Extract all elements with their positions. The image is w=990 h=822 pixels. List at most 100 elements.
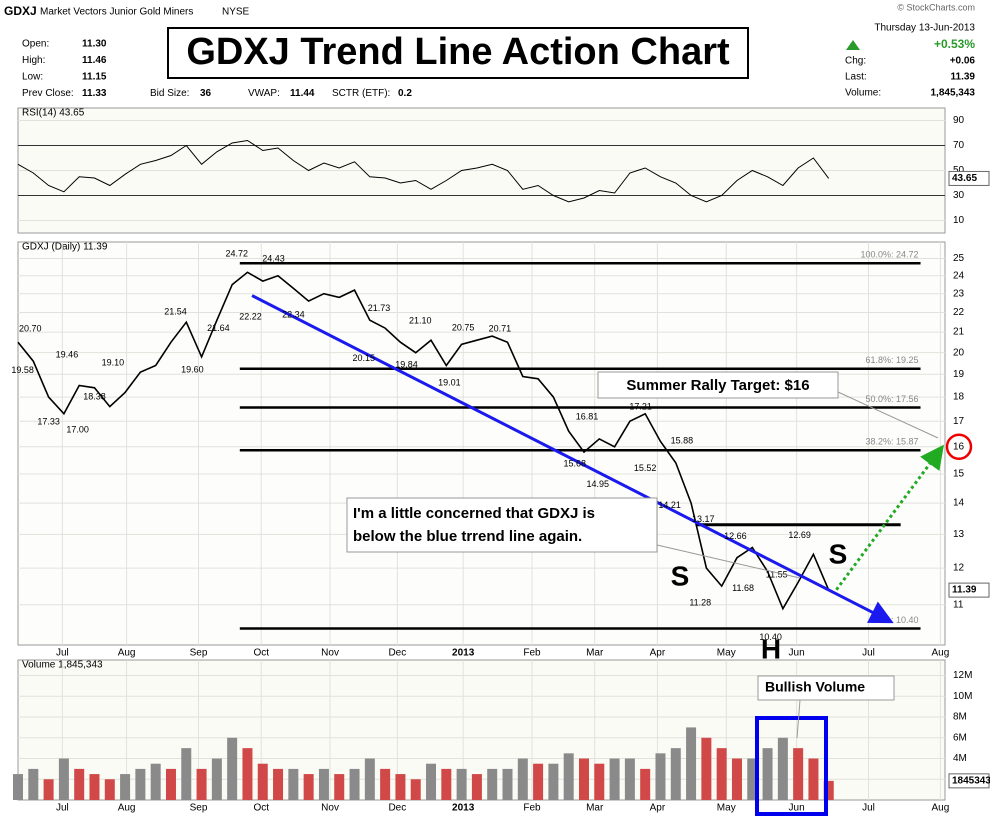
- x-tick-label: Aug: [118, 648, 136, 659]
- symbol: GDXJ: [4, 4, 37, 18]
- volume-bar: [609, 758, 620, 800]
- callout-text: Summer Rally Target: $16: [626, 377, 809, 394]
- line: [17, 139, 830, 203]
- y-tick-label: 19: [953, 369, 965, 380]
- x-tick-label: Apr: [650, 803, 666, 814]
- stat-value: 11.15: [82, 72, 107, 83]
- x-tick-label: Nov: [321, 803, 339, 814]
- y-tick-label: 4M: [953, 753, 967, 764]
- panel: [17, 241, 946, 646]
- fib-label: 38.2%: 15.87: [865, 437, 918, 447]
- y-tick-label: 8M: [953, 712, 967, 723]
- stat-label: SCTR (ETF):: [332, 88, 390, 99]
- volume-bar: [548, 763, 559, 800]
- high-label: 19.46: [56, 350, 79, 360]
- volume-bar: [395, 774, 406, 800]
- high-label: 13.17: [692, 514, 715, 524]
- low-label: 14.21: [658, 500, 681, 510]
- x-tick-label: Feb: [523, 803, 541, 814]
- x-tick-label: Jun: [789, 648, 805, 659]
- callout-box: [346, 497, 658, 553]
- volume-bar: [747, 758, 758, 800]
- y-tick-label: 14: [953, 498, 965, 509]
- volume-bar: [196, 768, 207, 800]
- y-tick-label: 30: [953, 190, 965, 201]
- stat-value: +0.06: [950, 56, 976, 67]
- volume-bar: [701, 737, 712, 800]
- stat-value: 11.46: [82, 55, 107, 66]
- high-label: 20.71: [489, 323, 512, 333]
- title: GDXJ Trend Line Action Chart: [186, 31, 730, 73]
- y-tick-label: 18: [953, 392, 965, 403]
- pattern-label: H: [761, 633, 781, 664]
- stat-value: 11.33: [82, 88, 107, 99]
- volume-bar: [28, 768, 39, 800]
- volume-bar: [211, 758, 222, 800]
- volume-bar: [670, 748, 681, 800]
- volume-bar: [410, 779, 421, 800]
- panel-label: RSI(14) 43.65: [22, 108, 85, 119]
- x-tick-label: Mar: [586, 803, 604, 814]
- stat-label: Prev Close:: [22, 88, 74, 99]
- volume-bar: [578, 758, 589, 800]
- x-tick-label: Mar: [586, 648, 604, 659]
- volume-bar: [74, 768, 85, 800]
- callout-line: [796, 699, 801, 739]
- x-tick-label: Oct: [253, 648, 269, 659]
- low-label: 19.84: [395, 359, 418, 369]
- x-tick-label: Jul: [862, 648, 875, 659]
- pattern-label: S: [671, 560, 690, 591]
- stat-label: VWAP:: [248, 88, 280, 99]
- volume-bar: [120, 774, 131, 800]
- y-tick-label: 13: [953, 529, 965, 540]
- volume-bar: [181, 748, 192, 800]
- volume-bar: [150, 763, 161, 800]
- stat-label: Volume:: [845, 88, 881, 99]
- volume-bar: [517, 758, 528, 800]
- callout-box: [757, 675, 895, 701]
- volume-bar: [380, 768, 391, 800]
- x-tick-label: Apr: [650, 648, 666, 659]
- low-label: 17.00: [66, 425, 89, 435]
- stat-label: Bid Size:: [150, 88, 189, 99]
- high-label: 20.70: [19, 324, 42, 334]
- volume-bar: [655, 753, 666, 800]
- x-tick-label: Jun: [789, 803, 805, 814]
- y-tick-label: 16: [953, 441, 965, 452]
- last-value: 11.39: [952, 585, 977, 596]
- low-label: 22.34: [282, 309, 305, 319]
- company-name: Market Vectors Junior Gold Miners: [40, 7, 193, 18]
- volume-bar: [58, 758, 69, 800]
- volume-bar: [823, 780, 834, 800]
- volume-bar: [242, 748, 253, 800]
- fib-label: 100.0%: 24.72: [860, 250, 918, 260]
- y-tick-label: 12M: [953, 670, 972, 681]
- y-tick-label: 70: [953, 140, 965, 151]
- y-tick-label: 22: [953, 307, 965, 318]
- volume-bar: [13, 774, 23, 800]
- plot-layer: Open: 11.30 High: 11.46 Low: 11.15 Prev Close:…: [11, 39, 990, 816]
- callout-text: below the blue trrend line again.: [353, 528, 582, 545]
- exchange: NYSE: [222, 7, 250, 18]
- low-label: 15.68: [564, 459, 587, 469]
- low-label: 19.01: [438, 377, 461, 387]
- x-tick-label: Sep: [190, 803, 208, 814]
- x-tick-label: Aug: [932, 648, 950, 659]
- high-label: 21.54: [164, 307, 187, 317]
- high-label: 21.10: [409, 315, 432, 325]
- high-label: 17.21: [629, 401, 652, 411]
- x-tick-label: Nov: [321, 648, 339, 659]
- low-label: 11.68: [732, 583, 754, 593]
- low-label: 17.33: [37, 416, 60, 426]
- volume-bar: [686, 727, 697, 800]
- y-tick-label: 90: [953, 115, 965, 126]
- callout-line: [656, 544, 801, 579]
- high-label: 16.81: [576, 411, 599, 421]
- x-tick-label: Feb: [523, 648, 541, 659]
- panel-label: GDXJ (Daily) 11.39: [22, 242, 108, 253]
- volume-bar: [334, 774, 345, 800]
- y-tick-label: 11: [953, 599, 964, 610]
- low-label: 15.52: [634, 463, 657, 473]
- volume-bar: [594, 763, 605, 800]
- low-label: 22.22: [239, 312, 262, 322]
